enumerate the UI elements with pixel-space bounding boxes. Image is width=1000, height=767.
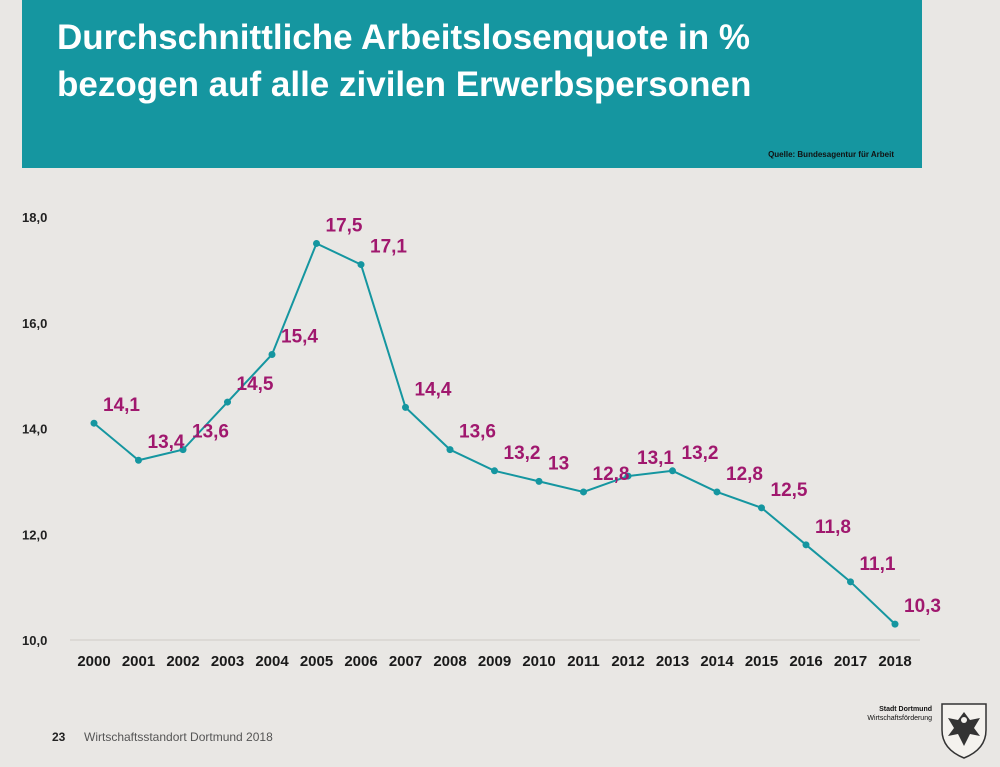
data-point (135, 456, 142, 464)
data-point (624, 472, 632, 480)
data-point (446, 446, 454, 454)
data-label: 13,2 (504, 443, 541, 464)
x-tick-label: 2015 (745, 653, 778, 670)
y-tick-label: 18,0 (22, 210, 47, 225)
data-label: 14,1 (103, 395, 140, 416)
data-label: 11,1 (860, 554, 896, 575)
city-crest-icon (941, 703, 987, 759)
data-label: 13,6 (459, 422, 496, 443)
title-line-2: bezogen auf alle zivilen Erwerbspersonen (57, 65, 752, 104)
y-tick-label: 16,0 (22, 316, 47, 331)
page-number: 23 (52, 730, 66, 744)
data-label: 13,6 (192, 422, 229, 443)
x-tick-label: 2005 (300, 653, 333, 670)
x-tick-label: 2012 (611, 653, 644, 670)
data-label: 17,1 (370, 237, 407, 258)
x-axis: 2000 2001 2002 2003 2004 2005 2006 2007 2008 2009… (77, 653, 911, 670)
data-label: 13 (548, 453, 569, 474)
title-banner: Durchschnittliche Arbeitslosenquote in %… (22, 0, 922, 168)
footer-text: Wirtschaftsstandort Dortmund 2018 (84, 730, 273, 744)
data-point (179, 446, 187, 454)
x-tick-label: 2017 (834, 653, 867, 670)
x-tick-label: 2002 (166, 653, 199, 670)
x-tick-label: 2008 (433, 653, 466, 670)
x-tick-label: 2010 (522, 653, 555, 670)
data-point (713, 488, 721, 496)
x-tick-label: 2007 (389, 653, 422, 670)
data-points (90, 239, 899, 628)
data-point (758, 504, 765, 512)
brand-line-2: Wirtschaftsförderung (867, 715, 932, 722)
data-point (802, 541, 810, 549)
x-tick-label: 2004 (255, 653, 289, 670)
y-tick-label: 12,0 (22, 527, 47, 542)
x-tick-label: 2011 (567, 653, 600, 670)
brand-text: Stadt Dortmund Wirtschaftsförderung (860, 705, 932, 723)
y-axis: 10,0 12,0 14,0 16,0 18,0 (22, 210, 47, 648)
data-label: 11,8 (815, 517, 851, 538)
x-tick-label: 2003 (211, 653, 244, 670)
data-point (357, 261, 365, 269)
data-point (491, 467, 498, 475)
y-tick-label: 10,0 (22, 633, 47, 648)
data-point (402, 403, 409, 411)
data-label: 14,4 (415, 379, 452, 400)
source-note: Quelle: Bundesagentur für Arbeit (768, 150, 894, 159)
data-label: 14,5 (237, 374, 274, 395)
x-tick-label: 2009 (478, 653, 511, 670)
data-label: 12,8 (726, 464, 763, 485)
data-point (535, 477, 543, 485)
data-label: 13,1 (637, 448, 674, 469)
data-point (847, 578, 854, 586)
data-point (224, 398, 231, 406)
data-point (669, 467, 676, 475)
y-tick-label: 14,0 (22, 422, 47, 437)
title-line-1: Durchschnittliche Arbeitslosenquote in % (57, 18, 750, 57)
x-tick-label: 2016 (789, 653, 822, 670)
data-labels: 14,1 13,4 13,6 14,5 15,4 17,5 17,1 14,4 13,6 13,2… (103, 215, 941, 617)
x-tick-label: 2006 (344, 653, 377, 670)
data-point (313, 239, 320, 247)
data-point (90, 419, 98, 427)
line-chart: 10,012,014,016,018,0 2000 2001 2002 2003 200… (22, 210, 941, 670)
x-tick-label: 2000 (77, 653, 110, 670)
data-label: 13,2 (682, 443, 719, 464)
brand-line-1: Stadt Dortmund (879, 706, 932, 713)
data-label: 17,5 (326, 215, 363, 236)
x-tick-label: 2013 (656, 653, 689, 670)
data-label: 10,3 (904, 596, 941, 617)
data-point (580, 488, 587, 496)
data-point (268, 350, 276, 358)
data-label: 12,8 (593, 464, 630, 485)
data-label: 13,4 (148, 432, 185, 453)
data-label: 15,4 (281, 326, 318, 347)
x-tick-label: 2001 (122, 653, 155, 670)
chart-title: Durchschnittliche Arbeitslosenquote in %… (57, 14, 751, 108)
data-point (891, 620, 899, 628)
data-label: 12,5 (771, 480, 808, 501)
x-tick-label: 2014 (700, 653, 734, 670)
x-tick-label: 2018 (878, 653, 911, 670)
